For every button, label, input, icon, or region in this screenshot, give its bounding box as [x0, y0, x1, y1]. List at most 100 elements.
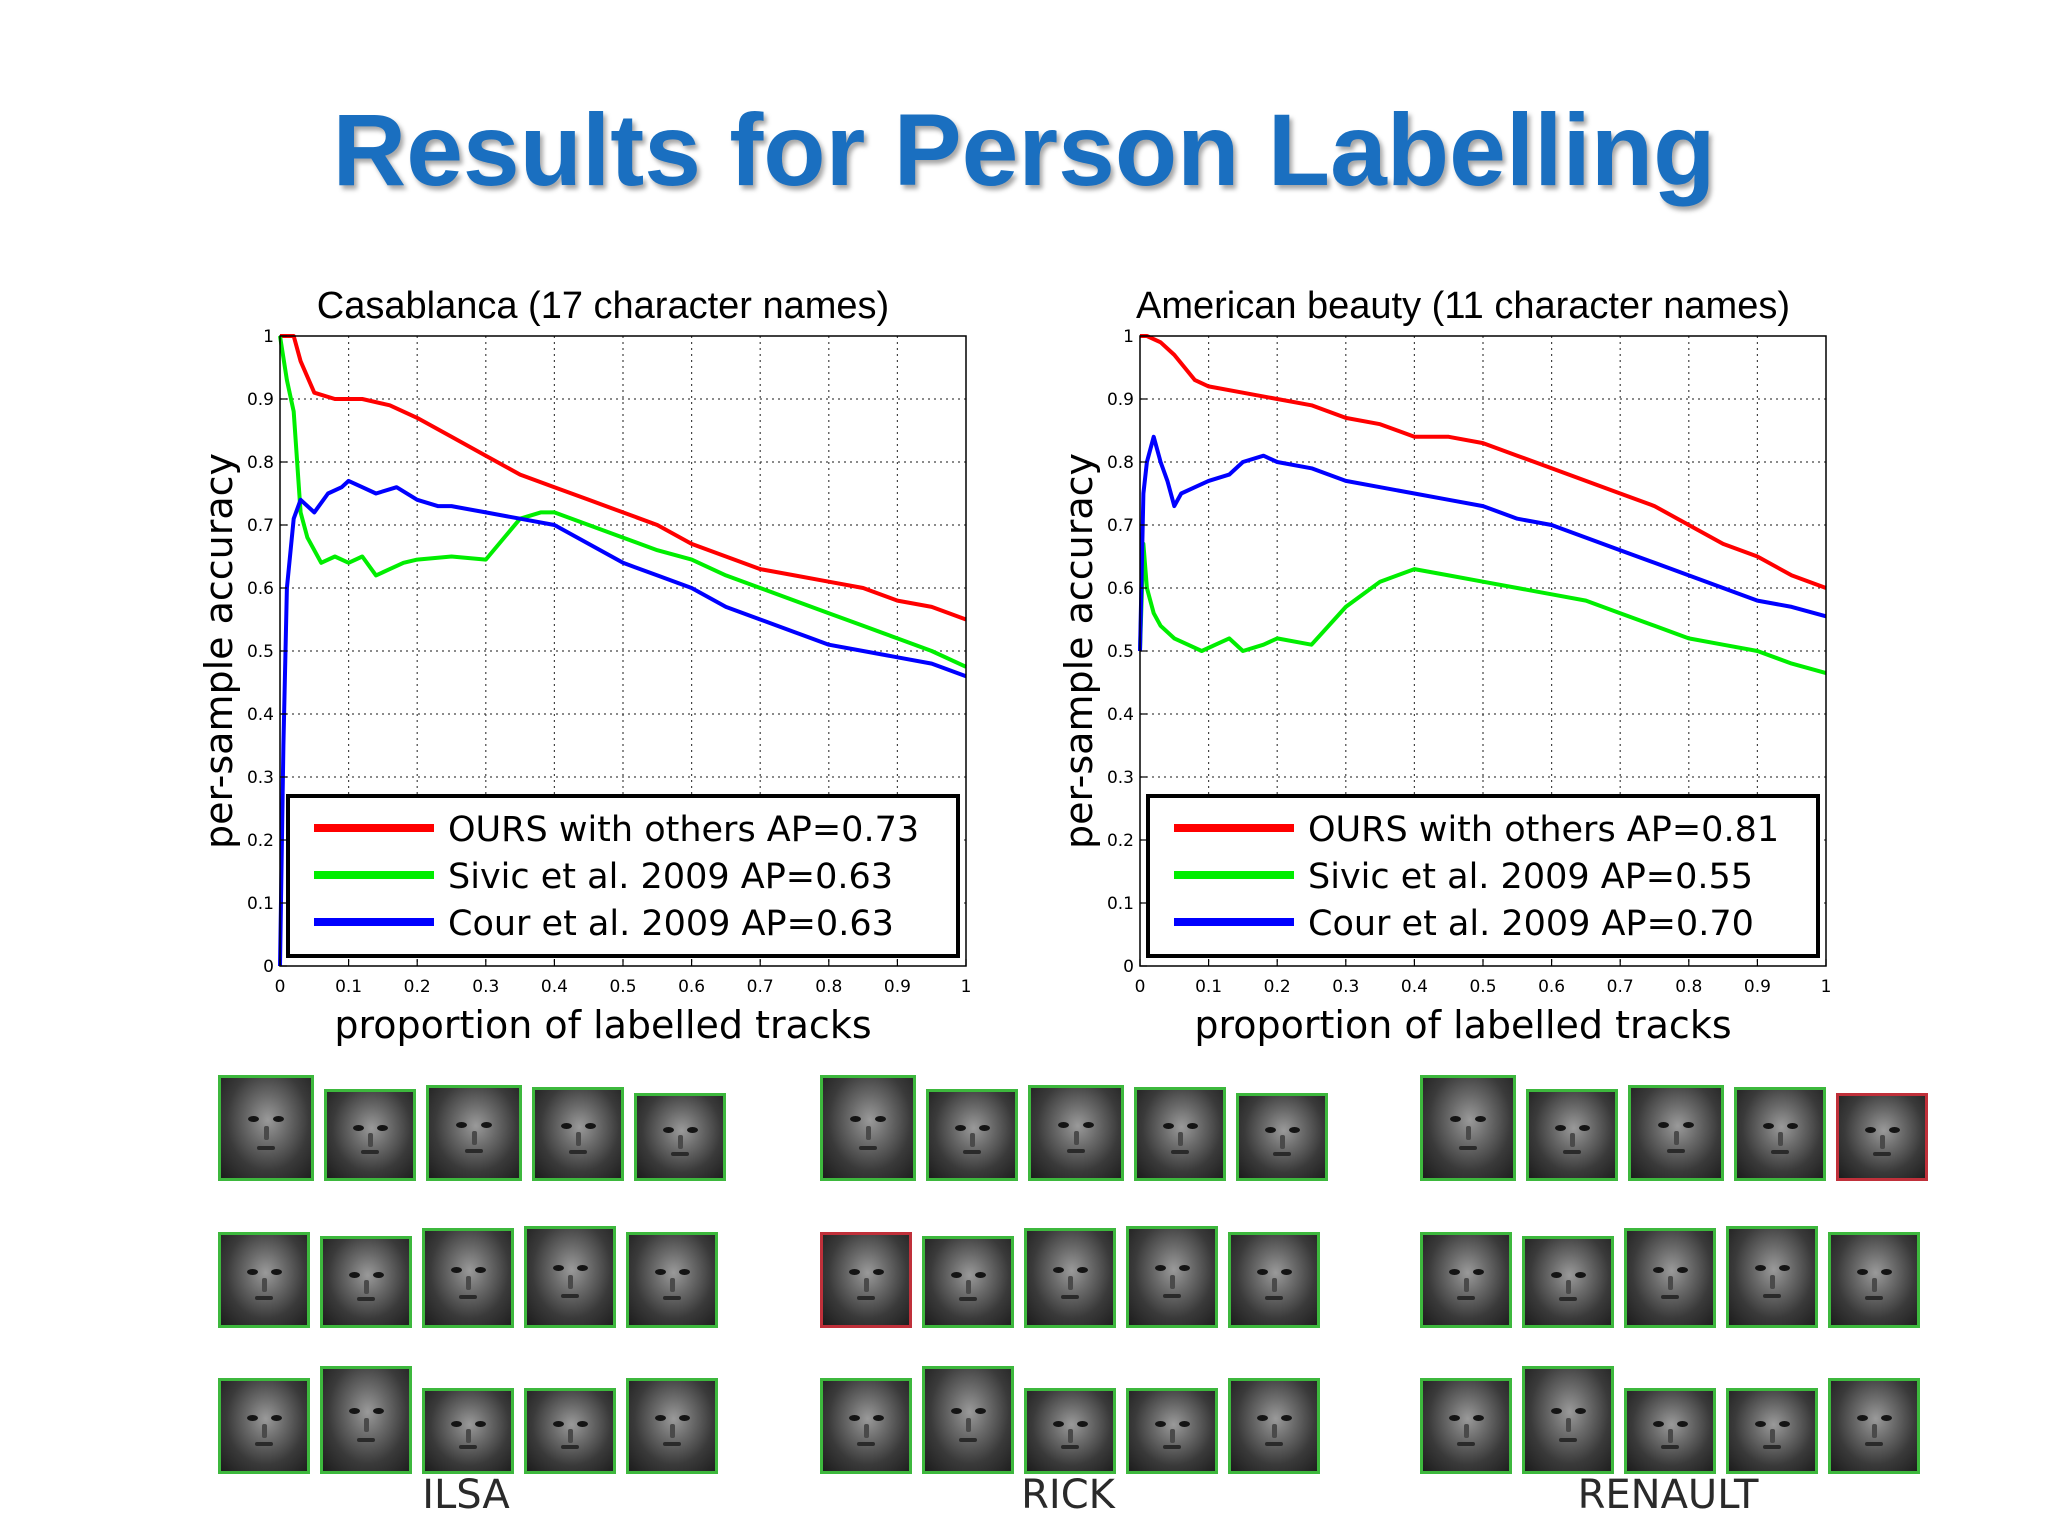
face-thumbnail-correct	[1628, 1085, 1724, 1181]
chart1-xlabel: proportion of labelled tracks	[1194, 1003, 1731, 1047]
chart1-ytick-label: 1	[1123, 327, 1134, 347]
face-thumbnail-correct	[1236, 1093, 1328, 1181]
chart1-xtick-label: 0	[1135, 977, 1146, 997]
chart0-xtick-label: 0.8	[815, 977, 842, 997]
face-thumbnail-correct	[1526, 1089, 1618, 1181]
face-thumbnail-correct	[1828, 1232, 1920, 1328]
chart1-ytick-label: 0.6	[1107, 579, 1134, 599]
chart0-xtick-label: 0.6	[678, 977, 705, 997]
chart0-series-0-line	[280, 334, 967, 622]
chart1-legend-label-1: Sivic et al. 2009 AP=0.55	[1308, 857, 1753, 897]
face-thumbnail-correct	[218, 1378, 310, 1474]
chart1-xtick-label: 0.4	[1401, 977, 1428, 997]
face-thumbnail-correct	[626, 1378, 718, 1474]
chart1-ytick-label: 0.9	[1107, 390, 1134, 410]
face-thumbnail-incorrect	[820, 1232, 912, 1328]
chart0-ytick-label: 0.8	[247, 453, 274, 473]
chart0-legend-label-2: Cour et al. 2009 AP=0.63	[448, 904, 894, 944]
chart1-ytick-label: 0.7	[1107, 516, 1134, 536]
face-thumbnail-correct	[422, 1388, 514, 1474]
face-thumbnail-correct	[922, 1366, 1014, 1474]
chart0-title: Casablanca (17 character names)	[317, 285, 889, 327]
chart1-ytick-label: 0.8	[1107, 453, 1134, 473]
face-thumbnail-correct	[1522, 1366, 1614, 1474]
face-thumbnail-correct	[324, 1089, 416, 1181]
chart1-ytick-label: 0.1	[1107, 894, 1134, 914]
face-thumbnail-correct	[1420, 1378, 1512, 1474]
chart1-xtick-label: 0.3	[1332, 977, 1359, 997]
face-thumbnail-correct	[218, 1075, 314, 1181]
chart1-series-2-line	[1138, 434, 1827, 652]
face-group-label: RICK	[1021, 1472, 1115, 1518]
face-thumbnail-correct	[524, 1388, 616, 1474]
chart1-xtick-label: 0.6	[1538, 977, 1565, 997]
face-thumbnail-correct	[320, 1236, 412, 1328]
chart0-ytick-label: 0.9	[247, 390, 274, 410]
chart1-xtick-label: 0.9	[1744, 977, 1771, 997]
chart0-xtick-label: 0.2	[404, 977, 431, 997]
chart1-xtick-label: 0.7	[1607, 977, 1634, 997]
face-thumbnail-correct	[1134, 1087, 1226, 1181]
chart0-ytick-label: 0.4	[247, 705, 274, 725]
face-thumbnail-correct	[1624, 1388, 1716, 1474]
chart1-series-0-line	[1140, 334, 1827, 590]
face-thumbnail-correct	[1028, 1085, 1124, 1181]
chart1-ytick-label: 0.5	[1107, 642, 1134, 662]
chart1-series-1-line	[1138, 541, 1827, 676]
face-thumbnail-correct	[1734, 1087, 1826, 1181]
face-thumbnail-correct	[1726, 1226, 1818, 1328]
chart0-ytick-label: 0.7	[247, 516, 274, 536]
face-thumbnail-correct	[1420, 1075, 1516, 1181]
face-group-label: RENAULT	[1577, 1472, 1759, 1518]
chart0-xtick-label: 0	[275, 977, 286, 997]
chart1-ylabel: per-sample accuracy	[1057, 453, 1101, 849]
chart0-ylabel: per-sample accuracy	[197, 453, 241, 849]
face-thumbnail-correct	[922, 1236, 1014, 1328]
chart1-xtick-label: 0.8	[1675, 977, 1702, 997]
casablanca-chart: 0 0.1 0.2 0.3 0.4 0.5 0.6 0.7 0.8 0.9 1 0 0.1 0.2 0.3 0…	[197, 285, 972, 1047]
chart0-ytick-label: 0.6	[247, 579, 274, 599]
face-thumbnail-correct	[1228, 1232, 1320, 1328]
chart1-xtick-label: 0.5	[1469, 977, 1496, 997]
face-thumbnail-correct	[926, 1089, 1018, 1181]
face-thumbnail-correct	[626, 1232, 718, 1328]
chart0-xlabel: proportion of labelled tracks	[334, 1003, 871, 1047]
face-thumbnail-correct	[524, 1226, 616, 1328]
face-thumbnail-correct	[320, 1366, 412, 1474]
face-thumbnail-correct	[422, 1228, 514, 1328]
chart0-ytick-label: 0	[263, 957, 274, 977]
chart1-ytick-label: 0.4	[1107, 705, 1134, 725]
face-thumbnail-correct	[1126, 1226, 1218, 1328]
chart1-ytick-label: 0.2	[1107, 831, 1134, 851]
chart1-legend-label-0: OURS with others AP=0.81	[1308, 810, 1779, 850]
chart0-xtick-label: 1	[961, 977, 972, 997]
chart0-xtick-label: 0.3	[472, 977, 499, 997]
face-thumbnail-correct	[532, 1087, 624, 1181]
chart0-legend-label-1: Sivic et al. 2009 AP=0.63	[448, 857, 893, 897]
face-thumbnail-correct	[1228, 1378, 1320, 1474]
chart0-xtick-label: 0.4	[541, 977, 568, 997]
face-thumbnail-correct	[218, 1232, 310, 1328]
face-thumbnail-correct	[820, 1075, 916, 1181]
face-thumbnail-correct	[634, 1093, 726, 1181]
chart0-xtick-label: 0.7	[747, 977, 774, 997]
chart1-xtick-label: 0.2	[1264, 977, 1291, 997]
chart0-ytick-label: 0.5	[247, 642, 274, 662]
chart1-ytick-label: 0.3	[1107, 768, 1134, 788]
face-thumbnail-correct	[1420, 1232, 1512, 1328]
face-thumbnail-correct	[426, 1085, 522, 1181]
chart1-xtick-label: 0.1	[1195, 977, 1222, 997]
chart0-ytick-label: 0.1	[247, 894, 274, 914]
chart0-series-1-line	[278, 335, 967, 669]
chart0-xtick-label: 0.9	[884, 977, 911, 997]
chart0-legend-label-0: OURS with others AP=0.73	[448, 810, 919, 850]
face-thumbnail-incorrect	[1836, 1093, 1928, 1181]
chart0-ytick-label: 0.2	[247, 831, 274, 851]
face-thumbnail-correct	[1828, 1378, 1920, 1474]
face-thumbnail-correct	[1726, 1388, 1818, 1474]
face-thumbnail-correct	[1126, 1388, 1218, 1474]
chart1-ytick-label: 0	[1123, 957, 1134, 977]
chart1-title: American beauty (11 character names)	[1136, 285, 1790, 327]
chart0-xtick-label: 0.1	[335, 977, 362, 997]
face-thumbnail-correct	[820, 1378, 912, 1474]
